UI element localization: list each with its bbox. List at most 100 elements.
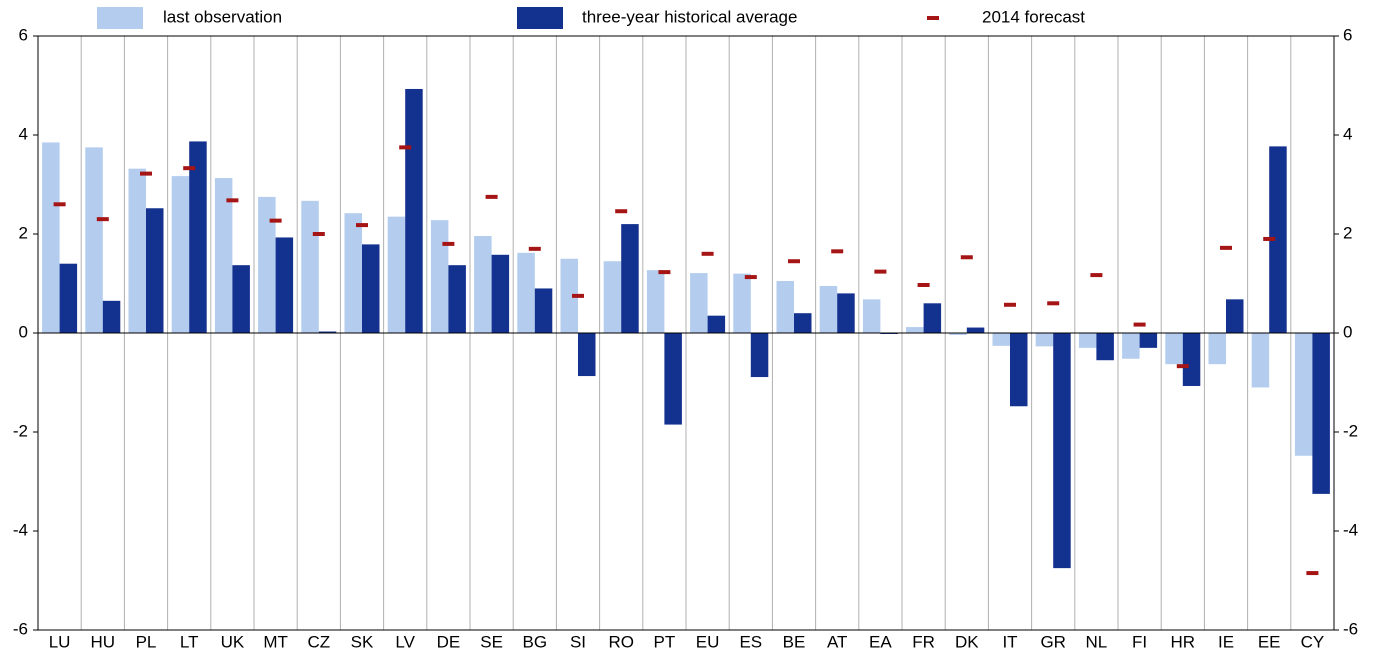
bar — [1010, 333, 1028, 407]
bar — [474, 235, 492, 333]
x-tick-label: SK — [351, 632, 374, 651]
bar — [301, 200, 319, 333]
forecast-marker — [226, 198, 239, 203]
x-tick-label: EA — [869, 632, 892, 651]
x-tick-label: ES — [739, 632, 762, 651]
forecast-marker — [1306, 571, 1319, 576]
bar — [59, 263, 78, 333]
legend-swatch — [97, 7, 143, 29]
y2-tick-label: 6 — [1343, 25, 1352, 44]
forecast-marker — [140, 171, 152, 176]
bar — [1226, 299, 1244, 333]
y2-tick-label: -2 — [1343, 421, 1358, 440]
bar — [603, 261, 622, 333]
x-tick-label: UK — [221, 632, 245, 651]
forecast-marker — [312, 232, 325, 236]
bar — [362, 244, 380, 333]
x-tick-label: NL — [1086, 632, 1108, 651]
bar — [448, 265, 466, 333]
x-tick-label: GR — [1040, 632, 1066, 651]
bar — [1294, 333, 1313, 456]
forecast-marker — [53, 202, 66, 207]
forecast-marker — [744, 275, 757, 280]
x-tick-label: BE — [783, 632, 806, 651]
y-tick-label: 0 — [19, 322, 28, 341]
bar — [707, 315, 726, 333]
x-tick-label: EE — [1258, 632, 1281, 651]
bar — [646, 270, 665, 333]
y-tick-label: 2 — [19, 223, 28, 242]
x-tick-label: MT — [263, 632, 288, 651]
x-tick-label: FR — [912, 632, 935, 651]
bar — [1208, 333, 1226, 365]
bar — [214, 178, 233, 333]
bar — [966, 327, 985, 333]
forecast-marker — [442, 241, 455, 246]
x-tick-label: BG — [523, 632, 548, 651]
x-tick-label: RO — [608, 632, 634, 651]
legend-label: 2014 forecast — [982, 7, 1085, 26]
legend-label: last observation — [163, 7, 282, 26]
bar — [42, 142, 60, 333]
bar — [923, 303, 942, 333]
bar — [1312, 333, 1330, 494]
forecast-marker — [701, 251, 714, 256]
bar — [776, 281, 794, 333]
forecast-marker — [1047, 301, 1060, 306]
x-tick-label: PL — [136, 632, 157, 651]
forecast-marker — [528, 246, 541, 251]
forecast-marker — [1090, 273, 1103, 278]
forecast-marker — [399, 145, 412, 150]
bar — [491, 254, 510, 333]
forecast-marker — [356, 223, 368, 228]
bar — [430, 220, 449, 333]
bar — [949, 333, 967, 335]
bar — [534, 288, 553, 333]
bar — [664, 333, 682, 425]
x-tick-label: PT — [654, 632, 676, 651]
bar — [690, 273, 708, 333]
bar — [405, 88, 423, 333]
forecast-marker — [1004, 302, 1016, 307]
bar — [1096, 333, 1114, 361]
bar — [275, 237, 294, 333]
forecast-marker — [615, 209, 628, 214]
x-tick-label: SE — [480, 632, 503, 651]
forecast-marker — [572, 293, 584, 298]
x-tick-label: DK — [955, 632, 979, 651]
x-tick-label: DE — [437, 632, 461, 651]
forecast-marker — [831, 249, 844, 254]
y2-tick-label: 0 — [1343, 322, 1352, 341]
bar — [1139, 333, 1158, 348]
x-tick-label: LV — [395, 632, 415, 651]
bar — [1269, 146, 1287, 333]
x-tick-label: HU — [91, 632, 116, 651]
bar — [819, 285, 838, 333]
forecast-marker — [1176, 364, 1189, 369]
bar — [837, 293, 855, 333]
y2-tick-label: 4 — [1343, 124, 1352, 143]
y-tick-label: 4 — [19, 124, 28, 143]
forecast-marker — [917, 282, 930, 287]
bar — [1182, 333, 1201, 386]
x-tick-label: HR — [1171, 632, 1196, 651]
legend-label: three-year historical average — [582, 7, 797, 26]
forecast-marker — [960, 255, 973, 260]
bar — [102, 300, 121, 333]
y-tick-label: 6 — [19, 25, 28, 44]
bar — [1165, 333, 1183, 365]
bar — [794, 313, 812, 333]
y-tick-label: -4 — [13, 520, 28, 539]
y-tick-label: -2 — [13, 421, 28, 440]
bar — [733, 273, 751, 333]
forecast-marker — [485, 194, 498, 199]
bar — [318, 331, 337, 333]
bar — [1053, 333, 1071, 569]
forecast-marker — [1133, 322, 1146, 327]
bar — [258, 196, 276, 333]
bar — [85, 147, 103, 333]
bar — [517, 252, 535, 333]
bar — [1122, 333, 1140, 359]
bar — [750, 333, 769, 378]
